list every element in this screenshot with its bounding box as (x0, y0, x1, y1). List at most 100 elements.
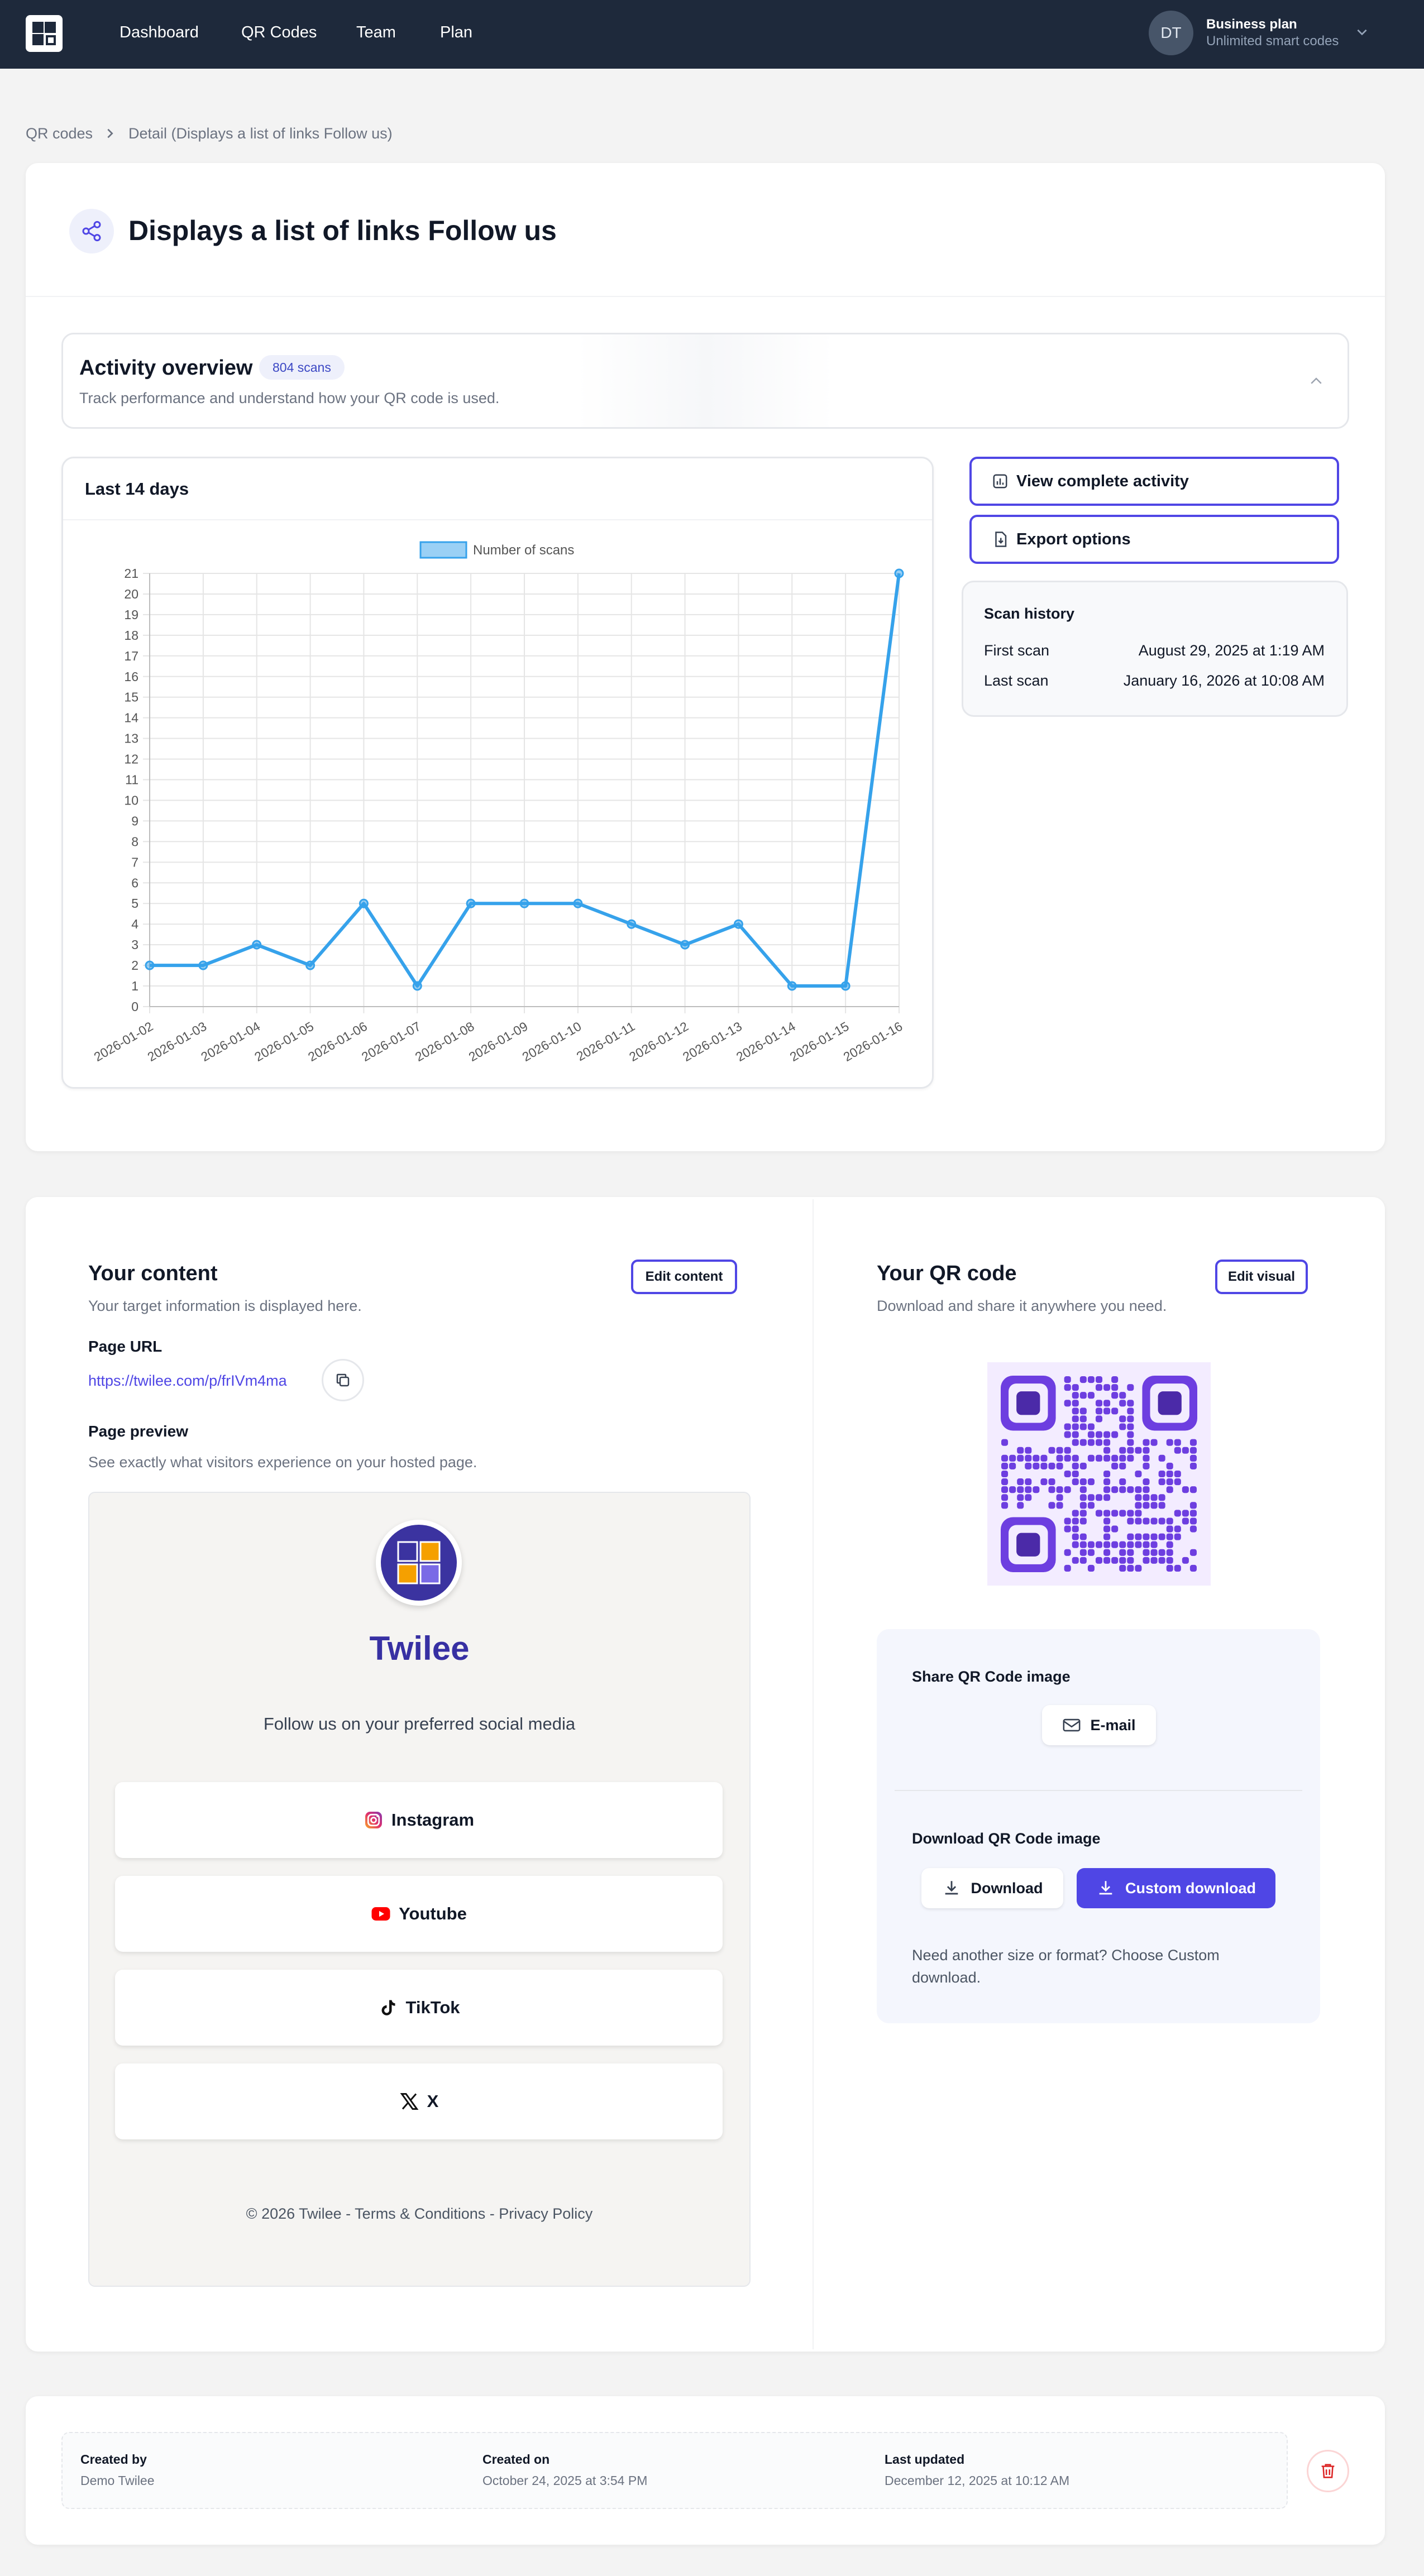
qr-module (1143, 1447, 1150, 1454)
avatar[interactable]: DT (1149, 11, 1193, 55)
tiktok-icon (381, 2000, 395, 2015)
qr-module (1127, 1423, 1134, 1430)
qr-module (1072, 1557, 1079, 1564)
page-preview-subtitle: See exactly what visitors experience on … (88, 1454, 477, 1471)
preview-link-youtube[interactable]: Youtube (115, 1876, 723, 1952)
qr-module (1174, 1564, 1181, 1572)
qr-module (1103, 1494, 1111, 1501)
y-tick-label: 0 (131, 999, 138, 1014)
nav-team[interactable]: Team (356, 23, 396, 41)
qr-module (1143, 1541, 1150, 1548)
qr-module (1072, 1392, 1079, 1399)
qr-module (1072, 1454, 1079, 1462)
chevron-down-icon[interactable] (1355, 25, 1369, 39)
qr-module (1158, 1478, 1165, 1486)
qr-module (1033, 1486, 1040, 1493)
y-tick-label: 6 (131, 875, 138, 890)
data-point (145, 960, 155, 970)
preview-link-instagram[interactable]: Instagram (115, 1782, 723, 1858)
qr-module (1103, 1431, 1111, 1438)
qr-module (1079, 1486, 1087, 1493)
qr-module (1087, 1502, 1095, 1509)
y-tick-label: 16 (124, 669, 138, 684)
qr-module (1189, 1510, 1197, 1517)
qr-module (1087, 1494, 1095, 1501)
copy-icon (336, 1373, 350, 1387)
page-url-link[interactable]: https://twilee.com/p/frIVm4ma (88, 1372, 287, 1389)
plan-subtitle[interactable]: Unlimited smart codes (1206, 33, 1339, 49)
qr-module (1127, 1439, 1134, 1446)
qr-module (1103, 1407, 1111, 1415)
nav-qr-codes[interactable]: QR Codes (241, 23, 317, 41)
edit-visual-button[interactable]: Edit visual (1215, 1260, 1308, 1294)
activity-title: Activity overview (79, 356, 253, 380)
data-point (412, 981, 422, 991)
qr-module (1056, 1454, 1063, 1462)
qr-module (1072, 1431, 1079, 1438)
qr-module (1119, 1486, 1126, 1493)
preview-tagline: Follow us on your preferred social media (263, 1714, 576, 1734)
download-button[interactable]: Download (921, 1868, 1063, 1908)
qr-module (1135, 1470, 1142, 1478)
qr-module (1025, 1478, 1032, 1486)
column-divider (813, 1199, 814, 2349)
custom-download-button[interactable]: Custom download (1077, 1868, 1275, 1908)
qr-code-image[interactable] (987, 1362, 1211, 1586)
breadcrumb-root[interactable]: QR codes (26, 125, 93, 142)
qr-module (1064, 1376, 1071, 1383)
qr-module (1079, 1376, 1087, 1383)
y-tick-label: 4 (131, 917, 138, 931)
qr-module (1033, 1454, 1040, 1462)
qr-module (1150, 1557, 1158, 1564)
qr-module (1001, 1462, 1009, 1469)
qr-module (1056, 1486, 1063, 1493)
view-complete-activity-button[interactable]: View complete activity (969, 457, 1339, 506)
x-tick-label: 2026-01-04 (198, 1019, 262, 1064)
qr-module (1079, 1494, 1087, 1501)
delete-button[interactable] (1307, 2450, 1349, 2492)
scans-line-chart: 01234567891011121314151617181920212026-0… (92, 541, 905, 1064)
email-share-button[interactable]: E-mail (1042, 1705, 1156, 1745)
preview-link-tiktok[interactable]: TikTok (115, 1970, 723, 2046)
qr-module (1182, 1557, 1189, 1564)
qr-module (1119, 1447, 1126, 1454)
qr-module (1103, 1400, 1111, 1407)
twilee-logo-icon[interactable] (26, 15, 63, 52)
edit-content-button[interactable]: Edit content (631, 1260, 737, 1294)
preview-link-x[interactable]: X (115, 2063, 723, 2139)
data-point (359, 898, 369, 908)
activity-overview-header[interactable] (61, 333, 1349, 429)
data-point (680, 940, 690, 950)
export-options-button[interactable]: Export options (969, 515, 1339, 564)
qr-module (1127, 1454, 1134, 1462)
chevron-up-icon[interactable] (1308, 373, 1325, 390)
email-label: E-mail (1090, 1716, 1136, 1734)
copy-url-button[interactable] (322, 1359, 364, 1401)
qr-module (1103, 1525, 1111, 1533)
nav-plan[interactable]: Plan (440, 23, 473, 41)
qr-module (1174, 1439, 1181, 1446)
first-scan-value: August 29, 2025 at 1:19 AM (1138, 642, 1325, 659)
qr-module (1166, 1439, 1173, 1446)
qr-module (1150, 1549, 1158, 1556)
y-tick-label: 10 (124, 793, 138, 807)
divider (26, 296, 1385, 297)
qr-module (1095, 1510, 1103, 1517)
nav-dashboard[interactable]: Dashboard (120, 23, 199, 41)
qr-module (1103, 1478, 1111, 1486)
qr-finder (1158, 1391, 1182, 1415)
qr-title: Your QR code (877, 1262, 1017, 1285)
qr-module (1143, 1462, 1150, 1469)
qr-module (1072, 1439, 1079, 1446)
qr-module (1095, 1454, 1103, 1462)
qr-module (1025, 1462, 1032, 1469)
qr-module (1135, 1447, 1142, 1454)
qr-module (1087, 1549, 1095, 1556)
y-tick-label: 14 (124, 711, 138, 725)
first-scan-label: First scan (984, 642, 1050, 659)
x-tick-label: 2026-01-05 (252, 1019, 316, 1064)
qr-module (1072, 1525, 1079, 1533)
trash-icon (1321, 2464, 1335, 2478)
breadcrumb-current: Detail (Displays a list of links Follow … (128, 125, 393, 142)
plan-title[interactable]: Business plan (1206, 17, 1297, 32)
